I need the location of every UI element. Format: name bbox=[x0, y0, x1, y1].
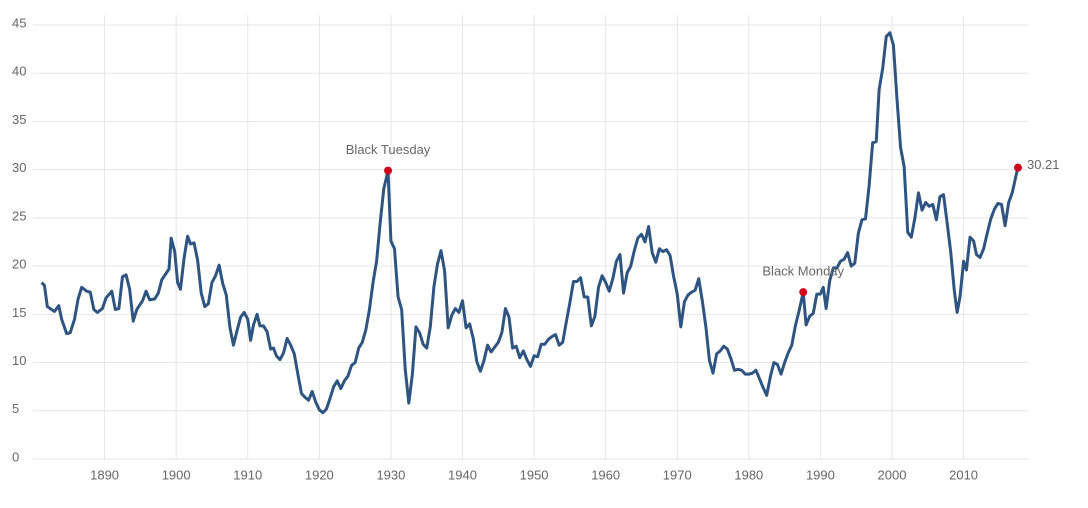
x-tick-label: 1910 bbox=[233, 467, 262, 482]
annotation-label: Black Tuesday bbox=[346, 142, 431, 157]
annotation-label: Black Monday bbox=[762, 264, 844, 279]
x-tick-label: 1940 bbox=[448, 467, 477, 482]
x-tick-label: 2010 bbox=[949, 467, 978, 482]
x-tick-label: 1970 bbox=[663, 467, 692, 482]
y-tick-label: 15 bbox=[12, 305, 26, 320]
x-tick-label: 1930 bbox=[376, 467, 405, 482]
x-tick-label: 1920 bbox=[305, 467, 334, 482]
y-tick-label: 30 bbox=[12, 160, 26, 175]
data-line bbox=[40, 31, 1020, 415]
x-tick-label: 1990 bbox=[806, 467, 835, 482]
end-marker bbox=[1013, 163, 1022, 172]
x-tick-label: 1980 bbox=[734, 467, 763, 482]
y-tick-label: 40 bbox=[12, 64, 26, 79]
annotation-marker bbox=[799, 288, 808, 297]
y-tick-label: 10 bbox=[12, 353, 26, 368]
y-tick-label: 0 bbox=[12, 449, 19, 464]
x-tick-label: 2000 bbox=[878, 467, 907, 482]
y-tick-label: 5 bbox=[12, 401, 19, 416]
y-tick-label: 25 bbox=[12, 208, 26, 223]
y-tick-label: 45 bbox=[12, 15, 26, 30]
y-tick-label: 20 bbox=[12, 257, 26, 272]
x-tick-label: 1890 bbox=[90, 467, 119, 482]
end-value-label: 30.21 bbox=[1027, 157, 1060, 172]
y-tick-label: 35 bbox=[12, 112, 26, 127]
x-tick-label: 1960 bbox=[591, 467, 620, 482]
x-tick-label: 1900 bbox=[162, 467, 191, 482]
annotation-marker bbox=[384, 166, 393, 175]
x-tick-label: 1950 bbox=[520, 467, 549, 482]
